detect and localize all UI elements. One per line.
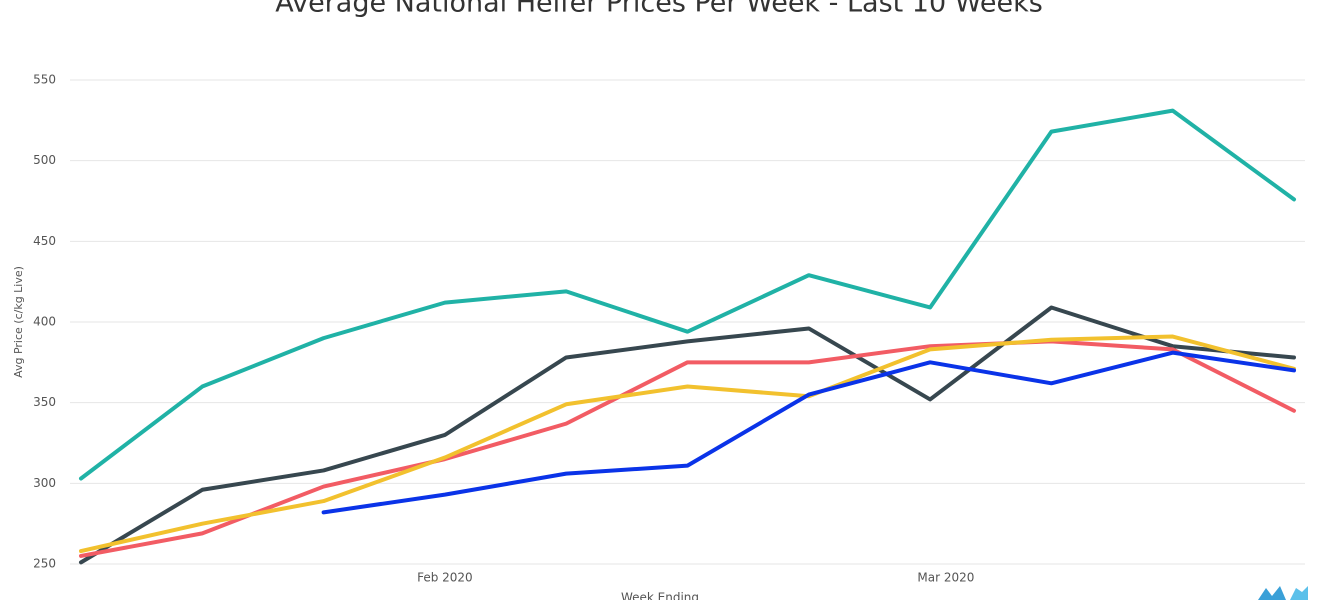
y-tick-label: 400 [33, 315, 56, 329]
series-line [79, 334, 1296, 554]
chart-title: Average National Heifer Prices Per Week … [275, 0, 1043, 19]
y-tick-label: 450 [33, 234, 56, 248]
y-tick-label: 300 [33, 476, 56, 490]
y-tick-label: 350 [33, 395, 56, 409]
y-tick-label: 250 [33, 557, 56, 571]
y-tick-label: 500 [33, 153, 56, 167]
series-line [79, 339, 1296, 558]
series-line [79, 305, 1296, 565]
grid [70, 79, 1305, 565]
series-line [79, 108, 1296, 481]
y-tick-label: 550 [33, 73, 56, 87]
x-tick-label: Feb 2020 [417, 571, 473, 585]
x-axis-label: Week Ending [621, 591, 699, 600]
y-axis-label: Avg Price (c/kg Live) [12, 266, 25, 378]
logo [1258, 586, 1308, 600]
x-tick-label: Mar 2020 [917, 571, 974, 585]
series-line [321, 350, 1296, 515]
